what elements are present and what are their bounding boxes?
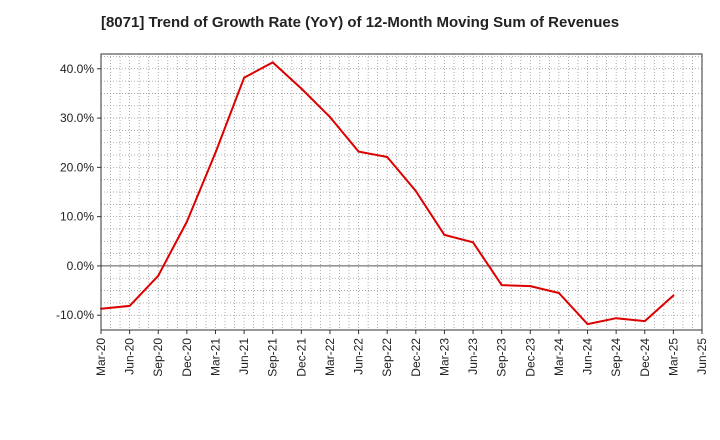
data-point xyxy=(300,87,303,90)
x-tick-label: Sep-21 xyxy=(266,338,280,377)
x-tick-label: Mar-24 xyxy=(552,338,566,376)
data-point xyxy=(414,190,417,193)
data-point xyxy=(386,156,389,159)
data-point xyxy=(328,116,331,119)
x-tick-label: Mar-22 xyxy=(323,338,337,376)
x-tick-label: Jun-23 xyxy=(466,338,480,375)
data-point xyxy=(586,323,589,326)
plot-frame xyxy=(100,53,703,331)
data-point xyxy=(243,76,246,79)
data-point xyxy=(500,284,503,287)
x-tick-label: Dec-23 xyxy=(523,338,537,377)
data-point xyxy=(271,61,274,64)
x-tick-label: Sep-22 xyxy=(380,338,394,377)
data-point xyxy=(557,292,560,295)
x-tick-label: Dec-21 xyxy=(294,338,308,377)
data-point xyxy=(643,320,646,323)
series-line xyxy=(100,61,675,326)
data-point xyxy=(214,151,217,154)
grid xyxy=(101,54,702,330)
x-tick-label: Dec-22 xyxy=(409,338,423,377)
series-layer xyxy=(100,61,675,326)
x-axis-tick-labels: Mar-20 Jun-20 Sep-20 Dec-20 Mar-21 Jun-21 Sep-… xyxy=(94,330,709,377)
x-tick-label: Sep-24 xyxy=(609,338,623,377)
x-tick-label: Mar-21 xyxy=(208,338,222,376)
data-point xyxy=(157,274,160,277)
x-tick-label: Jun-21 xyxy=(237,338,251,375)
y-tick-label: 40.0% xyxy=(60,62,94,76)
x-tick-label: Jun-24 xyxy=(581,338,595,375)
x-tick-label: Sep-20 xyxy=(151,338,165,377)
x-tick-label: Jun-25 xyxy=(695,338,709,375)
data-point xyxy=(128,304,131,307)
x-tick-label: Dec-20 xyxy=(180,338,194,377)
y-tick-label: 0.0% xyxy=(67,259,95,273)
chart-title: [8071] Trend of Growth Rate (YoY) of 12-… xyxy=(100,14,620,31)
data-point xyxy=(529,285,532,288)
x-tick-label: Mar-20 xyxy=(94,338,108,376)
data-point xyxy=(443,233,446,236)
data-point xyxy=(185,220,188,223)
y-tick-label: 20.0% xyxy=(60,160,94,174)
x-tick-label: Mar-23 xyxy=(437,338,451,376)
x-tick-label: Jun-20 xyxy=(123,338,137,375)
y-tick-label: -10.0% xyxy=(56,308,94,322)
x-tick-label: Mar-25 xyxy=(666,338,680,376)
x-tick-label: Sep-23 xyxy=(495,338,509,377)
data-point xyxy=(472,241,475,244)
y-tick-label: 30.0% xyxy=(60,111,94,125)
data-point xyxy=(615,317,618,320)
data-point xyxy=(357,150,360,153)
y-axis-tick-labels: -10.0% 0.0% 10.0% 20.0% 30.0% 40.0% xyxy=(56,62,101,322)
x-tick-label: Dec-24 xyxy=(638,338,652,377)
y-tick-label: 10.0% xyxy=(60,210,94,224)
data-point xyxy=(672,294,675,297)
x-tick-label: Jun-22 xyxy=(352,338,366,375)
